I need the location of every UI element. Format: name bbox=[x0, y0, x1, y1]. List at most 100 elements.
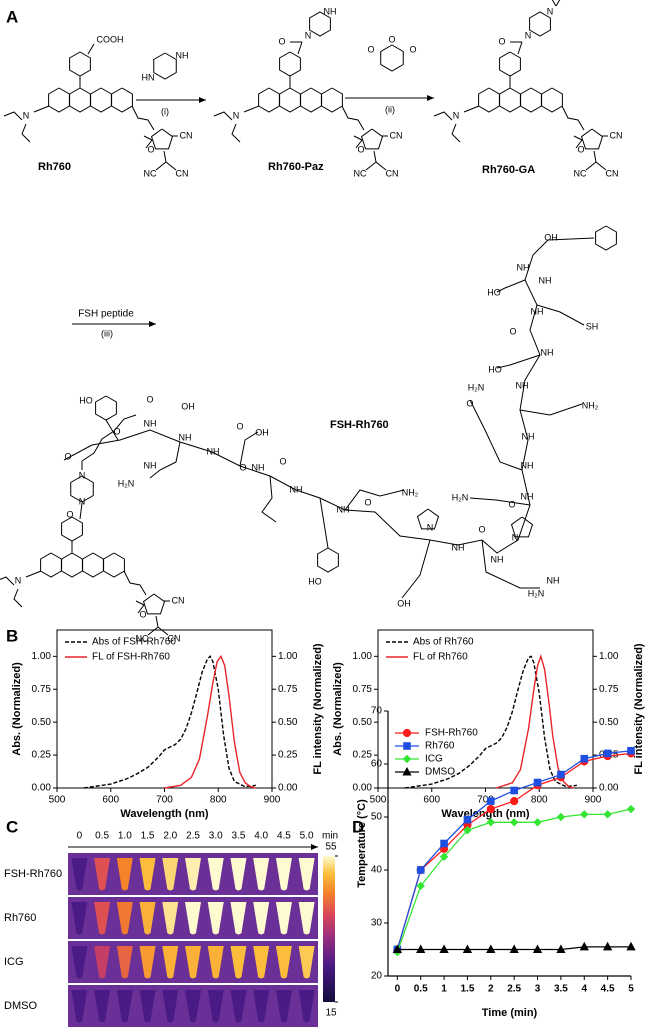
unit-label: min bbox=[322, 831, 338, 842]
tube-spot bbox=[275, 946, 292, 979]
bond bbox=[163, 150, 167, 163]
y-tick-label: 60 bbox=[371, 759, 383, 770]
ring bbox=[69, 87, 91, 113]
bond bbox=[401, 539, 431, 599]
bond bbox=[87, 43, 95, 55]
atom-label: NH bbox=[144, 418, 157, 428]
tube-spot bbox=[139, 990, 156, 1023]
ring bbox=[103, 552, 125, 578]
atom-label: N bbox=[15, 575, 22, 585]
tube-spot bbox=[185, 946, 201, 979]
plot-frame bbox=[377, 629, 594, 789]
atom-label: NH bbox=[207, 446, 220, 456]
bond bbox=[243, 105, 260, 113]
bond bbox=[81, 414, 137, 462]
bond bbox=[165, 161, 177, 171]
x-tick-label: 500 bbox=[370, 795, 387, 806]
x-tick-label: 4.5 bbox=[601, 984, 615, 995]
tube-spot bbox=[298, 990, 315, 1023]
legend-label: FL of Rh760 bbox=[413, 652, 468, 663]
atom-label: HO bbox=[79, 395, 93, 405]
atom-label: O bbox=[239, 462, 246, 472]
bond bbox=[33, 105, 50, 113]
column-label: 0 bbox=[77, 831, 83, 842]
bond bbox=[147, 626, 159, 636]
atom-label: N bbox=[525, 30, 532, 40]
atom-label: HN bbox=[142, 72, 155, 82]
column-label: 1.0 bbox=[118, 831, 132, 842]
tube-spot bbox=[162, 946, 179, 979]
y2-tick-label: 1.00 bbox=[599, 651, 619, 662]
x-tick-label: 1 bbox=[441, 984, 447, 995]
tube-spot bbox=[139, 946, 156, 979]
data-line bbox=[164, 654, 257, 789]
x-tick-label: 600 bbox=[102, 795, 119, 806]
y2-tick-label: 0.00 bbox=[599, 783, 619, 794]
data-point bbox=[510, 786, 518, 795]
ring bbox=[82, 552, 104, 578]
bond bbox=[25, 570, 42, 578]
column-label: 0.5 bbox=[95, 831, 109, 842]
data-point bbox=[602, 941, 613, 951]
bond bbox=[13, 588, 23, 608]
tube-spot bbox=[71, 946, 88, 979]
tube-spot bbox=[275, 990, 292, 1023]
ring bbox=[90, 87, 112, 113]
y-tick-label: 0.00 bbox=[353, 783, 373, 794]
ring bbox=[279, 51, 301, 77]
bond bbox=[451, 123, 461, 143]
atom-label: O bbox=[478, 524, 485, 534]
bond bbox=[496, 354, 541, 369]
x-tick-label: 800 bbox=[210, 795, 227, 806]
data-point bbox=[439, 852, 449, 861]
ring bbox=[321, 87, 343, 113]
column-label: 2.0 bbox=[163, 831, 177, 842]
x-tick-label: 0.5 bbox=[414, 984, 428, 995]
data-point bbox=[556, 812, 566, 822]
data-point bbox=[556, 944, 566, 953]
atom-label: NH bbox=[541, 347, 554, 357]
y2-tick-label: 0.75 bbox=[278, 684, 298, 695]
atom-label: NH bbox=[176, 50, 189, 60]
column-label: 4.5 bbox=[277, 831, 291, 842]
tube-spot bbox=[71, 858, 88, 891]
data-point bbox=[392, 944, 402, 953]
x-tick-label: 0 bbox=[395, 984, 401, 995]
data-line bbox=[396, 808, 632, 953]
bond bbox=[3, 111, 23, 121]
bond bbox=[239, 431, 259, 467]
x-tick-label: 800 bbox=[531, 795, 548, 806]
atom-label: CN bbox=[168, 633, 181, 643]
y-tick-label: 0.75 bbox=[353, 684, 373, 695]
bond bbox=[213, 111, 233, 121]
ring bbox=[317, 547, 339, 573]
x-tick-label: 3.5 bbox=[554, 984, 568, 995]
panel-label: A bbox=[6, 7, 18, 26]
data-point bbox=[533, 778, 542, 787]
x-tick-label: 900 bbox=[264, 795, 281, 806]
y-tick-label: 0.25 bbox=[32, 750, 52, 761]
bond bbox=[555, 0, 561, 7]
atom-label: N bbox=[23, 110, 30, 120]
atom-label: O bbox=[278, 36, 285, 46]
bond bbox=[261, 475, 277, 523]
data-point bbox=[510, 797, 519, 806]
bond bbox=[595, 161, 607, 171]
bond bbox=[481, 539, 540, 589]
ring bbox=[360, 128, 384, 150]
bond bbox=[365, 161, 377, 171]
y-tick-label: 40 bbox=[371, 865, 383, 876]
tube-spot bbox=[207, 902, 224, 935]
atom-label: NH bbox=[337, 504, 350, 514]
x-tick-label: 600 bbox=[423, 795, 440, 806]
atom-label: O bbox=[466, 398, 473, 408]
column-label: 1.5 bbox=[141, 831, 155, 842]
atom-label: NH bbox=[531, 306, 544, 316]
y-tick-label: 0.25 bbox=[353, 750, 373, 761]
atom-label: HO bbox=[488, 364, 502, 374]
panel-label: B bbox=[6, 626, 18, 645]
data-point bbox=[603, 810, 612, 819]
row-label: Rh760 bbox=[4, 912, 36, 924]
atom-label: O bbox=[509, 326, 516, 336]
data-point bbox=[533, 818, 542, 827]
